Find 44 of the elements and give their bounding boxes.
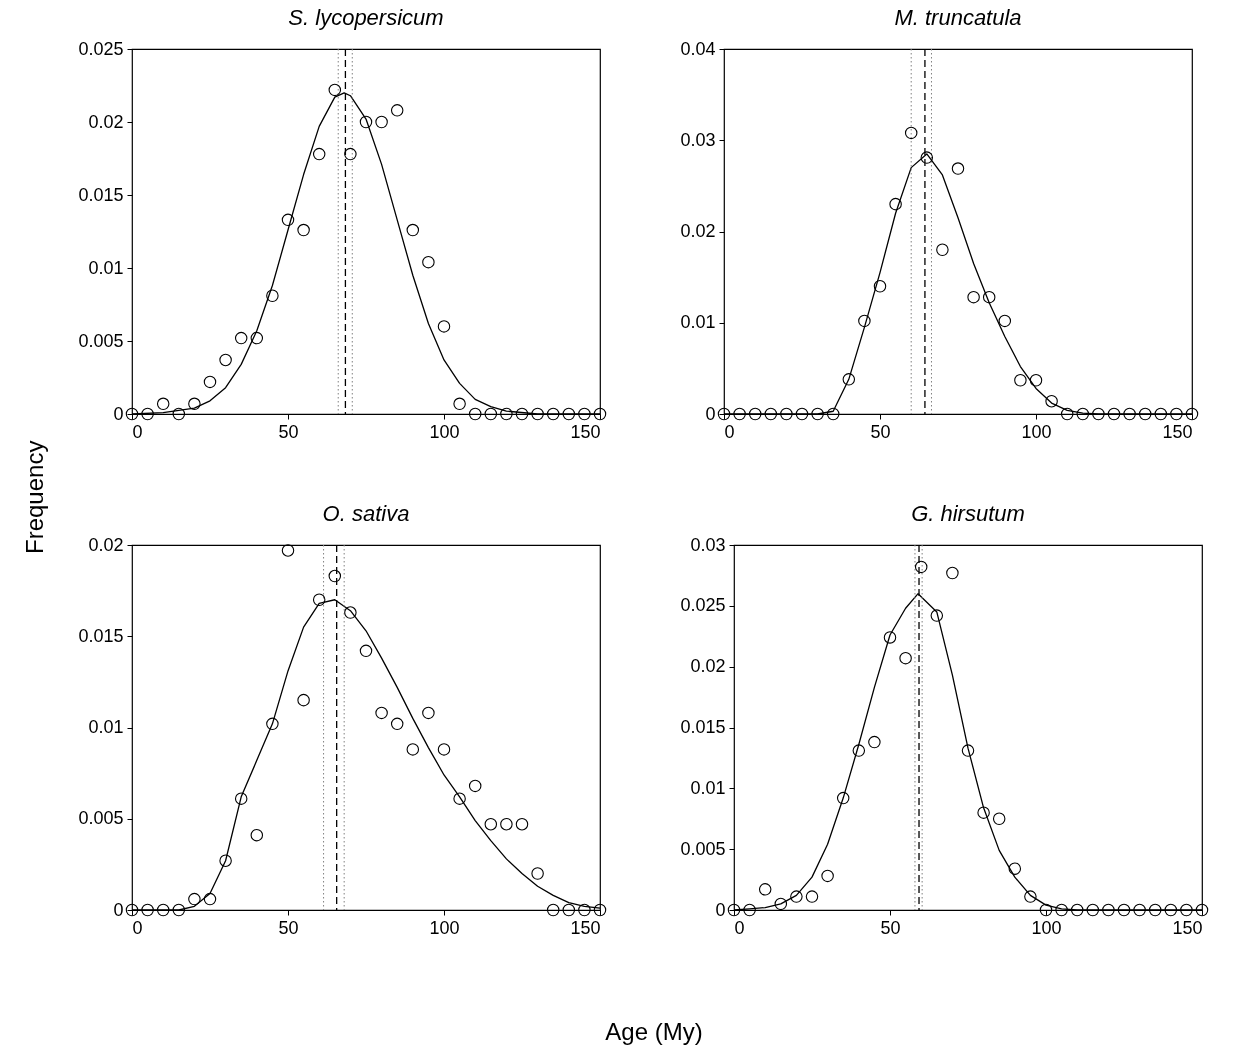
y-tick-label: 0.02	[690, 656, 726, 677]
x-tick-label: 150	[1172, 917, 1203, 938]
chart-title: M. truncatula	[894, 5, 1022, 30]
y-axis-title: Frequency	[21, 440, 49, 554]
y-tick-label: 0.01	[88, 717, 124, 737]
y-tick-label: 0.015	[680, 717, 726, 737]
x-tick-label: 150	[570, 917, 601, 938]
y-tick-label: 0	[113, 899, 124, 920]
y-tick-label: 0.03	[680, 129, 716, 150]
y-tick-label: 0	[113, 403, 124, 424]
x-tick-label: 100	[1021, 421, 1052, 442]
y-tick-label: 0	[715, 899, 726, 920]
y-tick-label: 0.02	[88, 534, 124, 555]
y-tick-label: 0.015	[78, 625, 124, 646]
y-tick-label: 0.04	[680, 38, 716, 59]
y-tick-label: 0.015	[78, 184, 124, 205]
y-tick-label: 0.02	[88, 111, 124, 132]
y-tick-label: 0.01	[690, 777, 726, 798]
x-tick-label: 50	[278, 917, 299, 938]
y-tick-label: 0.03	[690, 534, 726, 555]
y-tick-label: 0	[705, 403, 716, 424]
y-tick-label: 0.005	[78, 808, 124, 829]
x-tick-label: 0	[734, 917, 745, 938]
chart-title: S. lycopersicum	[288, 5, 444, 30]
chart-title: G. hirsutum	[911, 501, 1025, 526]
y-tick-label: 0.02	[680, 221, 716, 241]
chart-title: O. sativa	[322, 501, 410, 526]
y-tick-label: 0.025	[680, 595, 726, 616]
y-tick-label: 0.025	[78, 38, 124, 59]
x-tick-label: 50	[870, 421, 891, 442]
y-tick-label: 0.01	[680, 312, 716, 333]
y-tick-label: 0.01	[88, 257, 124, 278]
y-tick-label: 0.005	[78, 330, 124, 351]
x-axis-title: Age (My)	[604, 1018, 704, 1046]
x-tick-label: 50	[880, 917, 901, 938]
y-tick-label: 0.005	[680, 838, 726, 859]
x-tick-label: 50	[278, 421, 299, 442]
x-tick-label: 100	[429, 421, 460, 442]
x-tick-label: 0	[132, 917, 143, 938]
x-tick-label: 0	[132, 421, 143, 442]
x-tick-label: 100	[1031, 917, 1062, 938]
x-tick-label: 150	[570, 421, 601, 442]
x-tick-label: 150	[1162, 421, 1193, 442]
x-tick-label: 100	[429, 917, 460, 938]
